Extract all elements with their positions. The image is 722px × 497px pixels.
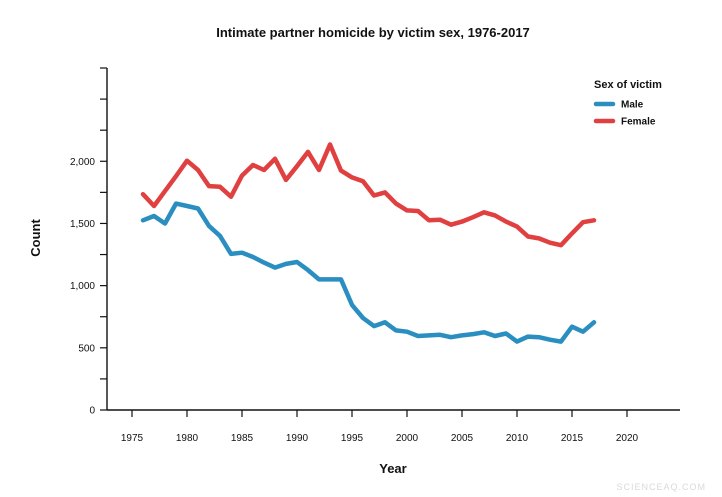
x-tick-label: 2000 [396, 433, 419, 444]
legend-title: Sex of victim [594, 79, 662, 91]
y-tick-label: 1,000 [70, 281, 95, 292]
x-tick-label: 1995 [341, 433, 364, 444]
x-tick-label: 1975 [121, 433, 144, 444]
x-tick-label: 2020 [616, 433, 639, 444]
x-axis: 1975 1980 1985 1990 1995 2000 2005 2010 2015 2020 [107, 409, 680, 444]
series-line-male [140, 201, 597, 344]
watermark: SCIENCEAQ.COM [616, 482, 706, 492]
x-tick-label: 1985 [231, 433, 254, 444]
legend-items: Male Female [593, 100, 656, 128]
chart-title: Intimate partner homicide by victim sex,… [216, 25, 530, 40]
y-tick-label: 1,500 [70, 219, 95, 230]
x-tick-label: 1980 [176, 433, 199, 444]
y-axis: 0 500 1,000 1,500 2,000 [70, 67, 108, 417]
legend-label-male: Male [621, 100, 644, 111]
series-line-female [140, 142, 597, 248]
series-lines [140, 142, 597, 344]
y-tick-label: 2,000 [70, 157, 95, 168]
x-tick-label: 2005 [451, 433, 474, 444]
x-tick-label: 1990 [286, 433, 309, 444]
y-tick-label: 0 [89, 406, 95, 417]
x-axis-label: Year [379, 461, 406, 476]
legend-label-female: Female [621, 117, 656, 128]
x-tick-label: 2010 [506, 433, 529, 444]
legend: Sex of victim Male Female [593, 79, 662, 128]
x-tick-label: 2015 [561, 433, 584, 444]
y-tick-label: 500 [78, 343, 95, 354]
y-axis-label: Count [28, 219, 43, 257]
